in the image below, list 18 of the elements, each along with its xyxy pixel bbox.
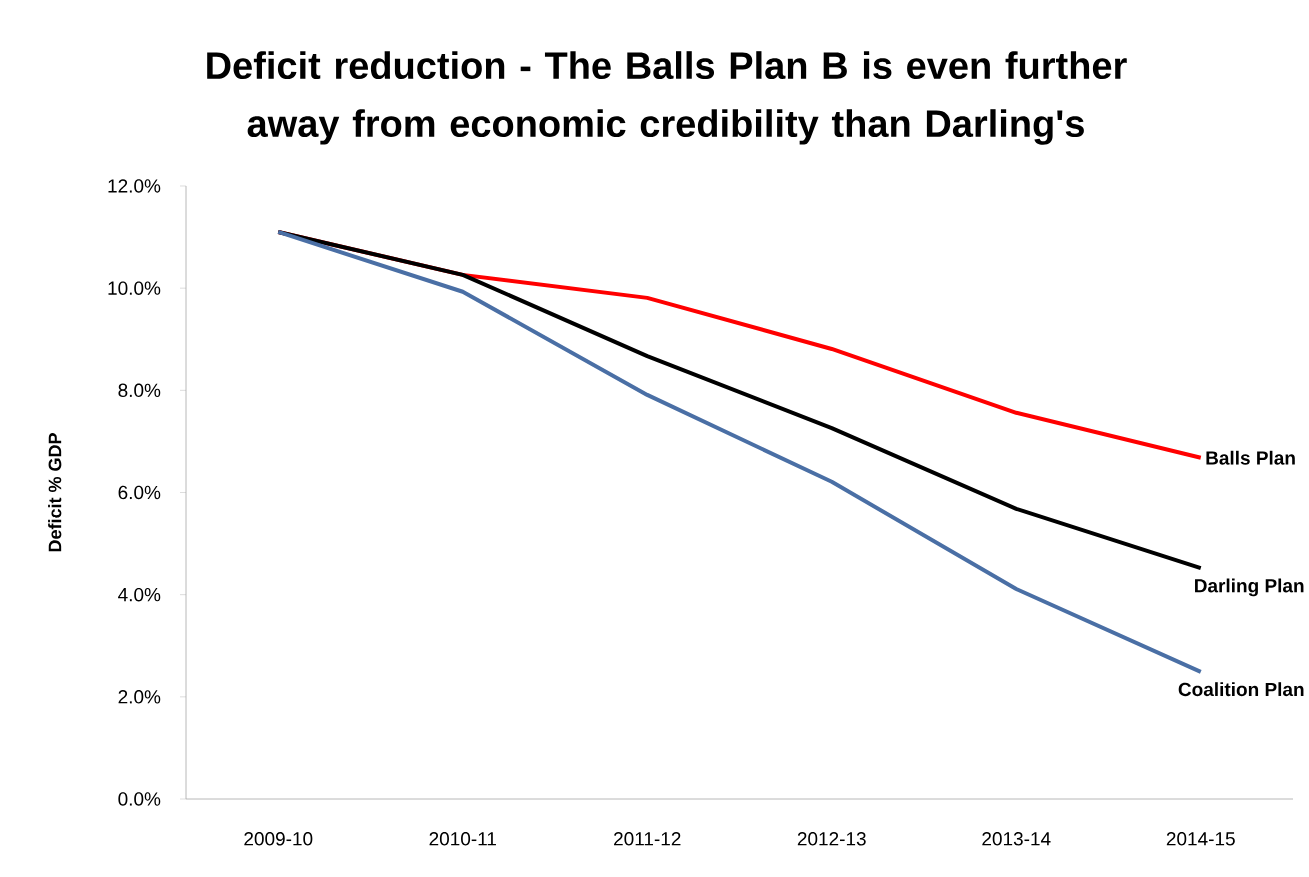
y-axis-title: Deficit % GDP — [48, 433, 62, 552]
x-tick-label: 2010-11 — [429, 832, 496, 846]
y-tick-label: 0.0% — [118, 792, 161, 806]
y-tick-label: 2.0% — [118, 690, 161, 704]
x-tick-label: 2012-13 — [797, 832, 866, 846]
x-tick-label: 2013-14 — [982, 832, 1051, 846]
x-tick-label: 2014-15 — [1166, 832, 1235, 846]
y-tick-label: 6.0% — [118, 485, 161, 500]
series-label: Balls Plan — [1206, 450, 1295, 465]
y-tick-label: 10.0% — [108, 281, 161, 295]
y-tick-label: 12.0% — [108, 179, 161, 193]
y-tick-label: 4.0% — [118, 587, 161, 602]
x-tick-label: 2009-10 — [244, 832, 313, 846]
y-tick-label: 8.0% — [118, 383, 161, 398]
x-tick-label: 2011-12 — [614, 832, 681, 846]
series-label: Coalition Plan — [1178, 682, 1304, 697]
chart-title: Deficit reduction - The Balls Plan B is even further away from economic credibility than Darling's — [207, 51, 1127, 145]
series-label: Darling Plan — [1195, 578, 1304, 597]
